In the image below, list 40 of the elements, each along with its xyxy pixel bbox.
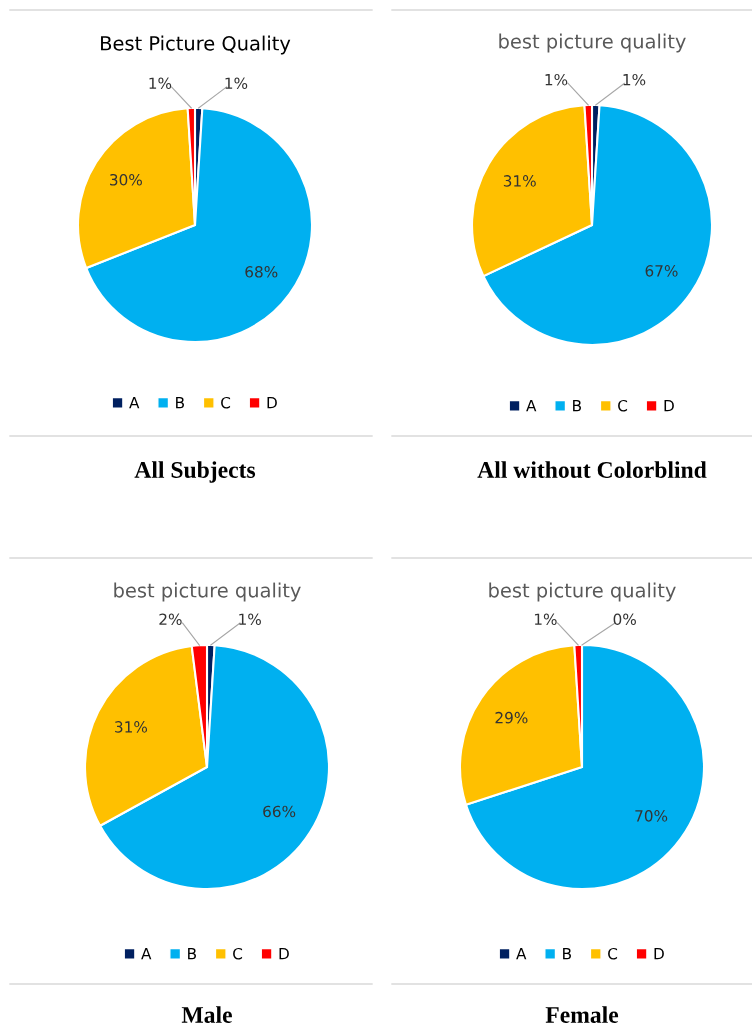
text: Female: [545, 1006, 619, 1023]
data-label: 2%: [159, 613, 182, 626]
chart-title: best picture quality: [489, 582, 676, 602]
legend-label: C: [221, 396, 231, 409]
legend-label: A: [129, 397, 140, 409]
data-label: 1%: [623, 73, 646, 86]
chart-title: best picture quality: [114, 582, 301, 602]
text: 0%: [613, 613, 636, 626]
legend-label: B: [176, 397, 184, 409]
data-label: 30%: [110, 173, 142, 186]
legend-label: A: [141, 948, 152, 960]
legend-label: B: [563, 948, 571, 960]
legend-label: A: [526, 400, 537, 412]
data-label: 66%: [263, 805, 296, 818]
text: Male: [181, 1006, 232, 1023]
legend-label: B: [573, 400, 581, 412]
data-label: 1%: [149, 77, 172, 90]
legend-label: D: [664, 400, 674, 412]
data-label: 1%: [225, 77, 248, 90]
legend-label: D: [267, 397, 277, 409]
data-label: 31%: [115, 721, 148, 733]
data-label: 70%: [635, 810, 668, 822]
legend-label: D: [654, 948, 664, 960]
text: All Subjects: [134, 461, 256, 483]
data-label: 31%: [503, 175, 536, 187]
data-label: 1%: [534, 613, 557, 626]
data-label: 1%: [239, 613, 261, 626]
data-label: 1%: [545, 73, 568, 86]
legend-label: C: [233, 947, 243, 960]
legend-label: C: [608, 947, 618, 960]
legend-label: B: [188, 948, 196, 960]
legend-label: A: [516, 948, 527, 960]
legend-label: D: [279, 948, 289, 960]
data-label: 68%: [245, 266, 278, 278]
data-label: 29%: [495, 711, 528, 724]
chart-title: best picture quality: [499, 33, 686, 53]
legend-label: C: [618, 399, 628, 412]
chart-title: Best Picture Quality: [101, 35, 291, 55]
data-label: 67%: [645, 265, 678, 277]
text: All without Colorblind: [477, 461, 707, 478]
